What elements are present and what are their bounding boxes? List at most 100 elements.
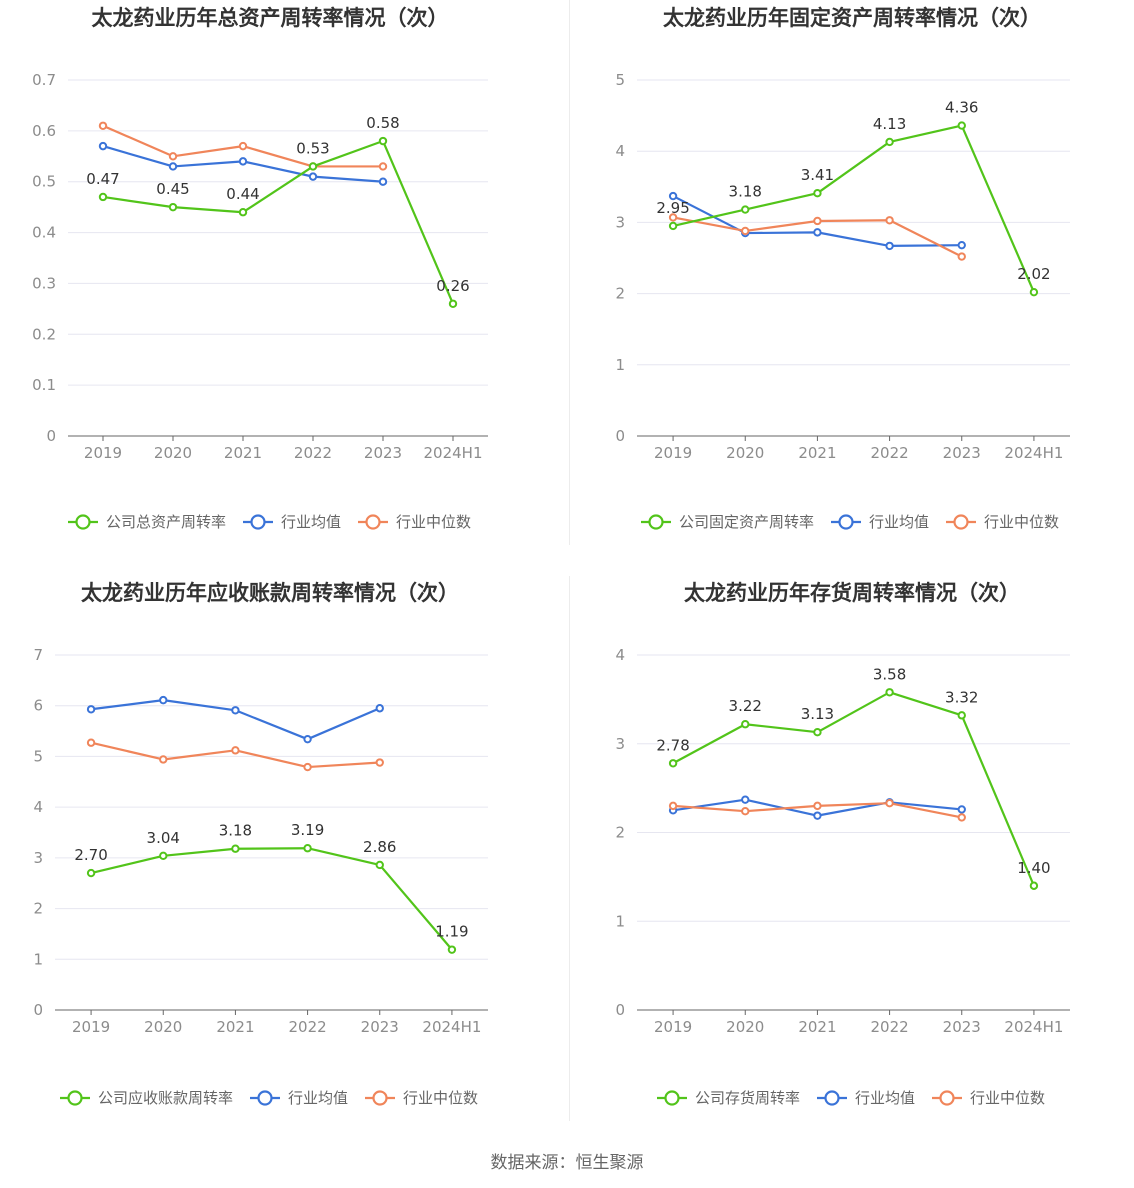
industry-median-point[interactable] <box>86 738 96 747</box>
company-point[interactable] <box>813 189 822 198</box>
y-tick-label: 0.3 <box>32 274 56 292</box>
company-data-label: 3.18 <box>219 822 252 840</box>
legend-item-industry-average[interactable]: 行业均值 <box>831 513 929 531</box>
legend-circle-icon <box>648 514 664 530</box>
industry-average-point[interactable] <box>98 141 108 151</box>
industry-median-point[interactable] <box>98 121 108 130</box>
y-tick-label: 0.6 <box>32 122 56 140</box>
company-point[interactable] <box>447 945 457 954</box>
company-point[interactable] <box>86 868 96 878</box>
company-point[interactable] <box>308 162 318 171</box>
industry-median-point[interactable] <box>668 213 678 222</box>
industry-median-point[interactable] <box>885 799 894 808</box>
y-tick-label: 0.5 <box>32 173 56 191</box>
legend-item-industry-median[interactable]: 行业中位数 <box>932 1089 1045 1107</box>
company-point[interactable] <box>813 728 822 737</box>
legend-label: 公司应收账款周转率 <box>98 1089 233 1107</box>
industry-average-point[interactable] <box>303 734 312 744</box>
industry-average-point[interactable] <box>813 228 822 237</box>
company-point[interactable] <box>303 844 312 853</box>
company-point[interactable] <box>375 860 384 870</box>
x-tick-label: 2024H1 <box>424 444 483 462</box>
legend-item-industry-average[interactable]: 行业均值 <box>250 1089 348 1107</box>
company-point[interactable] <box>741 205 750 214</box>
y-tick-label: 0 <box>615 1001 625 1019</box>
x-tick-label: 2020 <box>726 1018 764 1036</box>
industry-average-point[interactable] <box>885 241 894 251</box>
industry-average-point[interactable] <box>168 162 178 171</box>
legend-circle-icon <box>838 514 854 530</box>
company-point[interactable] <box>668 759 678 768</box>
legend-circle-icon <box>250 514 266 530</box>
legend-item-company[interactable]: 公司固定资产周转率 <box>641 513 814 531</box>
company-point[interactable] <box>231 844 240 853</box>
company-data-label: 0.44 <box>226 185 259 203</box>
company-point[interactable] <box>885 688 894 697</box>
industry-average-point[interactable] <box>668 191 678 201</box>
company-point[interactable] <box>1029 881 1039 890</box>
industry-median-point[interactable] <box>375 758 384 767</box>
industry-average-point[interactable] <box>957 240 966 250</box>
company-point[interactable] <box>957 121 966 130</box>
legend-circle-icon <box>953 514 969 530</box>
company-point[interactable] <box>1029 287 1039 297</box>
company-data-label: 3.58 <box>873 665 906 683</box>
industry-average-point[interactable] <box>375 704 384 713</box>
company-data-label: 3.13 <box>801 705 834 723</box>
x-tick-label: 2021 <box>224 444 262 462</box>
company-point[interactable] <box>378 136 388 146</box>
legend-item-industry-median[interactable]: 行业中位数 <box>365 1089 478 1107</box>
industry-average-point[interactable] <box>308 172 318 181</box>
company-point[interactable] <box>885 137 894 147</box>
industry-average-point[interactable] <box>741 795 750 804</box>
x-tick-label: 2022 <box>294 444 332 462</box>
legend-item-industry-average[interactable]: 行业均值 <box>817 1089 915 1107</box>
company-point[interactable] <box>741 720 750 729</box>
company-point[interactable] <box>448 299 458 308</box>
y-tick-label: 2 <box>615 285 625 303</box>
company-data-label: 2.02 <box>1017 265 1050 283</box>
industry-median-point[interactable] <box>668 801 678 811</box>
industry-average-point[interactable] <box>957 805 966 814</box>
legend-item-company[interactable]: 公司存货周转率 <box>657 1089 800 1107</box>
company-data-label: 4.36 <box>945 99 978 117</box>
industry-average-point[interactable] <box>231 706 240 715</box>
legend-item-industry-median[interactable]: 行业中位数 <box>358 513 471 531</box>
y-tick-label: 1 <box>615 356 625 374</box>
industry-median-point[interactable] <box>238 141 248 151</box>
industry-median-point[interactable] <box>957 252 966 261</box>
industry-median-point[interactable] <box>813 216 822 226</box>
legend-item-company[interactable]: 公司总资产周转率 <box>68 513 226 531</box>
industry-median-point[interactable] <box>303 762 312 772</box>
industry-median-point[interactable] <box>231 746 240 755</box>
company-point[interactable] <box>168 202 178 212</box>
total-asset-turnover-chart: 太龙药业历年总资产周转率情况（次） 0 0.1 0.2 0.3 0.4 0.5 0.6 0.7 2… <box>0 0 567 570</box>
industry-average-point[interactable] <box>813 811 822 820</box>
industry-average-point[interactable] <box>238 157 248 166</box>
legend-item-industry-median[interactable]: 行业中位数 <box>946 513 1059 531</box>
industry-median-point[interactable] <box>168 152 178 161</box>
company-point[interactable] <box>238 208 248 217</box>
industry-median-point[interactable] <box>378 162 388 171</box>
industry-median-point[interactable] <box>741 807 750 816</box>
industry-average-point[interactable] <box>378 177 388 186</box>
legend-label: 行业均值 <box>869 513 929 531</box>
industry-average-point[interactable] <box>159 695 168 705</box>
company-point[interactable] <box>957 711 966 720</box>
company-point[interactable] <box>159 851 168 861</box>
industry-average-point[interactable] <box>86 705 96 714</box>
x-tick-label: 2020 <box>144 1018 182 1036</box>
y-tick-label: 7 <box>33 646 43 664</box>
industry-median-point[interactable] <box>741 226 750 236</box>
legend-item-company[interactable]: 公司应收账款周转率 <box>60 1089 233 1107</box>
y-tick-label: 3 <box>615 213 625 231</box>
x-tick-label: 2022 <box>288 1018 326 1036</box>
industry-median-point[interactable] <box>885 216 894 225</box>
industry-median-point[interactable] <box>957 813 966 822</box>
company-point[interactable] <box>98 192 108 202</box>
company-data-label: 3.41 <box>801 166 834 184</box>
legend-item-industry-average[interactable]: 行业均值 <box>243 513 341 531</box>
industry-median-point[interactable] <box>813 801 822 811</box>
industry-median-point[interactable] <box>159 755 168 764</box>
company-point[interactable] <box>668 221 678 231</box>
